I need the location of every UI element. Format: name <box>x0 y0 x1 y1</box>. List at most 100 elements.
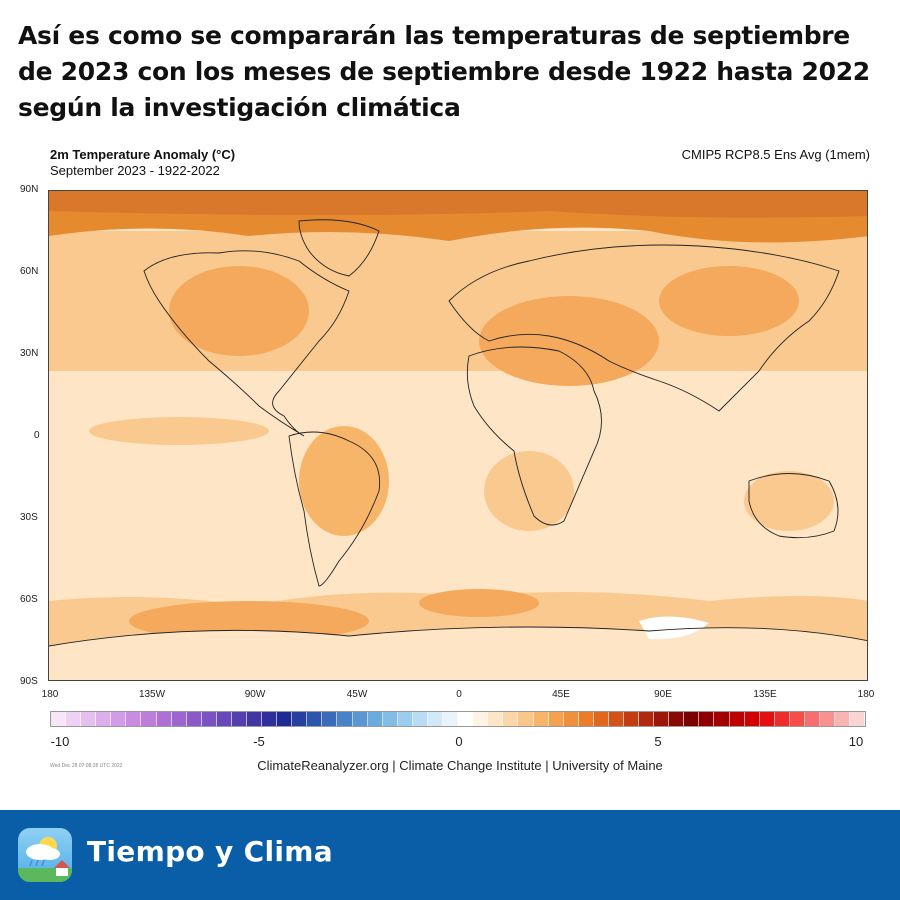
scale-swatch <box>759 712 775 726</box>
scale-swatch <box>593 712 609 726</box>
scale-swatch <box>427 712 444 726</box>
scale-tick-minus10: -10 <box>50 734 70 749</box>
scale-swatch <box>488 712 504 726</box>
scale-swatch <box>66 712 82 726</box>
lon-label-180e: 180 <box>857 689 875 700</box>
map-subtitle: September 2023 - 1922-2022 <box>50 163 220 178</box>
scale-swatch <box>699 712 715 726</box>
north-america-coast <box>143 250 350 437</box>
scale-swatch <box>51 712 67 726</box>
lat-label-60s: 60S <box>20 594 38 605</box>
australia-warm <box>744 471 834 531</box>
africa-coast <box>466 346 602 526</box>
lat-label-0: 0 <box>34 430 40 441</box>
scale-swatch <box>714 712 730 726</box>
lon-label-90w: 90W <box>244 689 266 700</box>
scale-swatch <box>262 712 278 726</box>
lon-label-0: 0 <box>456 689 462 700</box>
scale-swatch <box>835 712 851 726</box>
anomaly-map-svg <box>49 191 867 680</box>
scale-swatch <box>322 712 338 726</box>
lon-label-45e: 45E <box>552 689 570 700</box>
scale-swatch <box>186 712 202 726</box>
headline: Así es como se compararán las temperatur… <box>18 21 870 122</box>
scale-tick-0: 0 <box>455 734 463 749</box>
scale-swatch <box>171 712 187 726</box>
lat-label-30n: 30N <box>20 348 39 359</box>
africa-warm <box>484 451 574 531</box>
scale-swatch <box>503 712 519 726</box>
map-title: 2m Temperature Anomaly (°C) <box>50 147 236 162</box>
scale-swatch <box>216 712 232 726</box>
south-america-coast <box>288 431 381 587</box>
scale-swatch <box>382 712 398 726</box>
timestamp: Wed Dec 28 07:08:28 UTC 2022 <box>50 763 123 769</box>
weather-app-icon <box>18 828 72 882</box>
north-america-warm <box>169 266 309 356</box>
credits: ClimateReanalyzer.org | Climate Change I… <box>257 758 663 773</box>
antarctica-fill <box>49 627 867 680</box>
scale-swatch <box>518 712 534 726</box>
scale-swatch <box>789 712 805 726</box>
scale-swatch <box>231 712 248 726</box>
scale-swatch <box>533 712 549 726</box>
scale-swatch <box>443 712 459 726</box>
scale-swatch <box>337 712 353 726</box>
scale-swatch <box>307 712 323 726</box>
scale-swatch <box>850 712 866 726</box>
lon-label-135w: 135W <box>138 689 166 700</box>
lat-label-90s: 90S <box>20 676 38 687</box>
australia-coast <box>748 473 839 539</box>
scale-swatch <box>804 712 820 726</box>
scale-swatch <box>352 712 368 726</box>
scale-swatch <box>774 712 790 726</box>
scale-swatch <box>141 712 157 726</box>
pacific-warm-streak <box>89 417 269 445</box>
scale-swatch <box>473 712 489 726</box>
greenland-coast <box>298 219 380 277</box>
scale-swatch <box>126 712 142 726</box>
color-scale-bar <box>50 711 866 727</box>
south-atlantic-warm <box>419 589 539 617</box>
scale-swatch <box>684 712 700 726</box>
scale-swatch <box>111 712 127 726</box>
scale-tick-minus5: -5 <box>253 734 265 749</box>
lon-label-180w: 180 <box>41 689 59 700</box>
scale-swatch <box>608 712 624 726</box>
scale-swatch <box>96 712 112 726</box>
antarctica-coast <box>49 626 867 647</box>
scale-swatch <box>639 712 655 726</box>
scale-swatch <box>744 712 760 726</box>
scale-swatch <box>669 712 685 726</box>
coastlines <box>49 219 867 647</box>
scale-swatch <box>292 712 308 726</box>
scale-swatch <box>578 712 594 726</box>
scale-swatch <box>563 712 579 726</box>
eurasia-coast <box>448 244 840 412</box>
lat-label-60n: 60N <box>20 266 39 277</box>
scale-swatch <box>623 712 640 726</box>
lon-label-45w: 45W <box>346 689 368 700</box>
scale-swatch <box>548 712 564 726</box>
arctic-core <box>49 191 867 218</box>
lon-label-90e: 90E <box>654 689 672 700</box>
scale-swatch <box>81 712 97 726</box>
scale-swatch <box>458 712 474 726</box>
scale-swatch <box>819 712 836 726</box>
south-america-warm <box>299 426 389 536</box>
lat-label-30s: 30S <box>20 512 38 523</box>
ice-patch <box>639 616 709 640</box>
scale-swatch <box>277 712 293 726</box>
lat-label-90n: 90N <box>20 184 39 195</box>
scale-swatch <box>412 712 428 726</box>
map-model-label: CMIP5 RCP8.5 Ens Avg (1mem) <box>681 147 870 162</box>
scale-swatch <box>729 712 745 726</box>
scale-swatch <box>247 712 263 726</box>
scale-swatch <box>201 712 217 726</box>
scale-tick-5: 5 <box>654 734 662 749</box>
footer-banner: Tiempo y Clima <box>0 810 900 900</box>
brand-name: Tiempo y Clima <box>87 835 333 868</box>
siberia-warm <box>659 266 799 336</box>
scale-swatch <box>397 712 413 726</box>
scale-swatch <box>367 712 383 726</box>
